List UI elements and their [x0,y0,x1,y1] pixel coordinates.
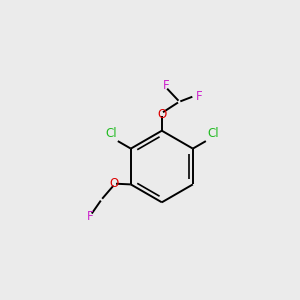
Text: F: F [196,90,202,103]
Text: O: O [157,108,167,121]
Text: Cl: Cl [105,127,117,140]
Text: Cl: Cl [207,127,219,140]
Text: F: F [87,210,93,223]
Text: F: F [163,79,170,92]
Text: O: O [110,177,119,190]
